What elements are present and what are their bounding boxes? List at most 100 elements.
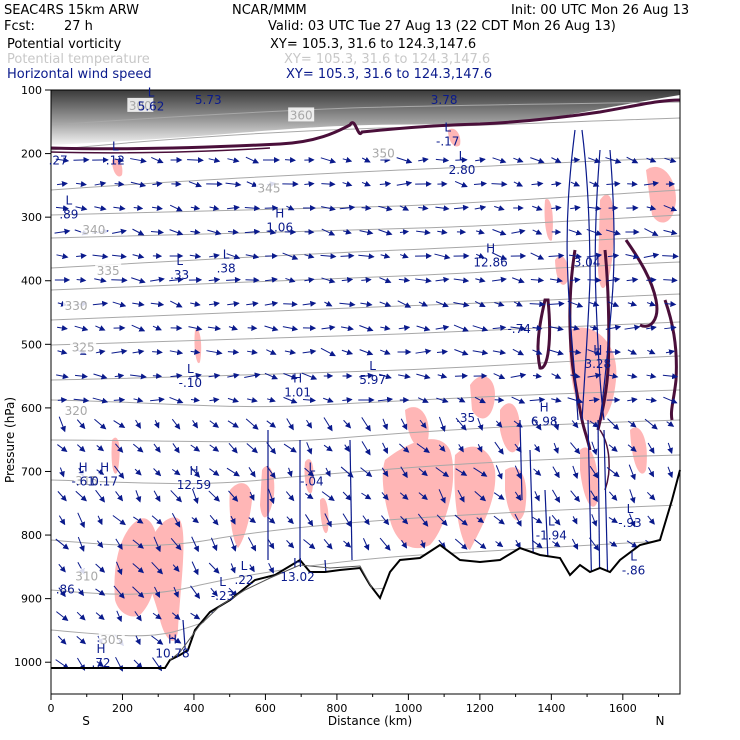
wind-arrow (302, 397, 316, 404)
wind-arrow (95, 563, 106, 573)
wind-arrow (398, 373, 411, 380)
wind-arrow (96, 469, 105, 475)
wind-arrow (515, 539, 521, 549)
wind-arrow (286, 204, 295, 211)
wind-arrow (246, 181, 259, 188)
wind-arrow (437, 228, 448, 235)
wind-arrow (477, 417, 484, 431)
wind-arrow (152, 325, 162, 331)
wind-arrow (419, 419, 427, 429)
wind-arrow (643, 252, 660, 259)
wind-arrow (548, 300, 565, 307)
wind-arrow (95, 489, 106, 503)
x-tick-label: 200 (112, 702, 133, 715)
wind-arrow (361, 277, 372, 284)
x-tick-label: 1400 (537, 702, 565, 715)
extremum-marker: H (593, 343, 602, 357)
wind-arrow (267, 516, 276, 524)
wind-arrow (130, 181, 147, 188)
wind-arrow (399, 205, 410, 211)
wind-arrow (511, 277, 525, 284)
wind-arrow (379, 180, 392, 187)
wind-arrow (190, 612, 201, 620)
wind-arrow (57, 491, 67, 502)
wind-arrow (627, 180, 638, 187)
wind-arrow (360, 301, 373, 308)
wind-arrow (534, 444, 541, 453)
extremum-value: 3.78 (431, 93, 458, 107)
wind-arrow (324, 513, 332, 528)
wind-arrow (133, 397, 144, 403)
wind-arrow (304, 253, 315, 259)
extremum-value: 0.17 (91, 475, 118, 489)
terrain-shading (180, 470, 680, 700)
wind-arrow (228, 324, 238, 331)
wind-arrow (382, 418, 389, 431)
extremum-value: 5.62 (138, 100, 165, 114)
wind-arrow (438, 416, 446, 432)
wind-arrow (132, 228, 145, 236)
wind-arrow (591, 514, 598, 527)
wind-arrow (206, 349, 223, 356)
wind-arrow (511, 228, 526, 235)
wind-arrow (245, 156, 260, 164)
wind-arrow (133, 659, 143, 669)
wind-arrow (589, 465, 599, 479)
x-tick-label: 0 (48, 702, 55, 715)
wind-arrow (551, 515, 561, 526)
wind-arrow (248, 564, 255, 573)
forecast-label: Fcst: (4, 19, 35, 34)
theta-labels: 300 360 350 345 340 335 330 325 320 315 310 305 (63, 97, 397, 647)
wind-arrow (135, 635, 141, 646)
wind-arrow (114, 465, 125, 479)
wind-arrow (606, 180, 621, 187)
wind-arrow (248, 467, 256, 478)
y-axis: 100 200 300 400 500 600 700 800 900 1000 (14, 84, 51, 669)
wind-arrow (400, 466, 408, 479)
wind-arrow (58, 587, 66, 598)
wind-arrow (76, 611, 86, 621)
wind-arrow (170, 372, 183, 379)
wind-arrow (286, 516, 294, 525)
wind-arrow (663, 277, 678, 284)
wind-arrow (627, 420, 637, 428)
wind-arrow (59, 467, 65, 478)
wind-arrow (495, 465, 503, 480)
extremum-value: .22 (234, 573, 253, 587)
wind-arrow (531, 539, 543, 549)
wind-arrow (435, 467, 450, 478)
plot-frame (50, 89, 681, 695)
wind-arrow (492, 229, 507, 236)
wind-arrow (244, 228, 261, 235)
wind-arrow (532, 229, 543, 235)
wind-arrow (624, 324, 641, 331)
wind-arrow (626, 276, 639, 283)
wind-arrow (359, 325, 374, 332)
wind-arrow (245, 418, 259, 430)
wind-arrow (169, 276, 184, 283)
wind-arrow (114, 373, 125, 380)
wind-arrow (113, 396, 126, 403)
forecast-hours: 27 h (64, 19, 93, 34)
wind-arrow (209, 444, 220, 452)
y-tick-label: 500 (21, 338, 42, 351)
wind-arrow (245, 253, 260, 260)
wind-arrow (398, 324, 411, 331)
wind-arrow (304, 514, 314, 527)
extremum-value: .35 (456, 411, 475, 425)
wind-arrow (264, 204, 279, 211)
wind-arrow (418, 301, 428, 307)
wind-arrow (170, 300, 183, 308)
wind-arrow (286, 418, 294, 431)
wind-arrow (189, 253, 202, 260)
extremum-marker: H (293, 372, 302, 386)
wind-arrow (396, 157, 413, 164)
wind-arrow (113, 420, 126, 428)
wind-arrow (663, 229, 678, 236)
wind-arrow (534, 491, 540, 502)
wind-arrow (169, 349, 184, 356)
wind-arrow (415, 348, 432, 355)
wind-arrow (474, 396, 486, 404)
wind-arrow (209, 253, 220, 259)
wind-arrow (75, 205, 88, 212)
